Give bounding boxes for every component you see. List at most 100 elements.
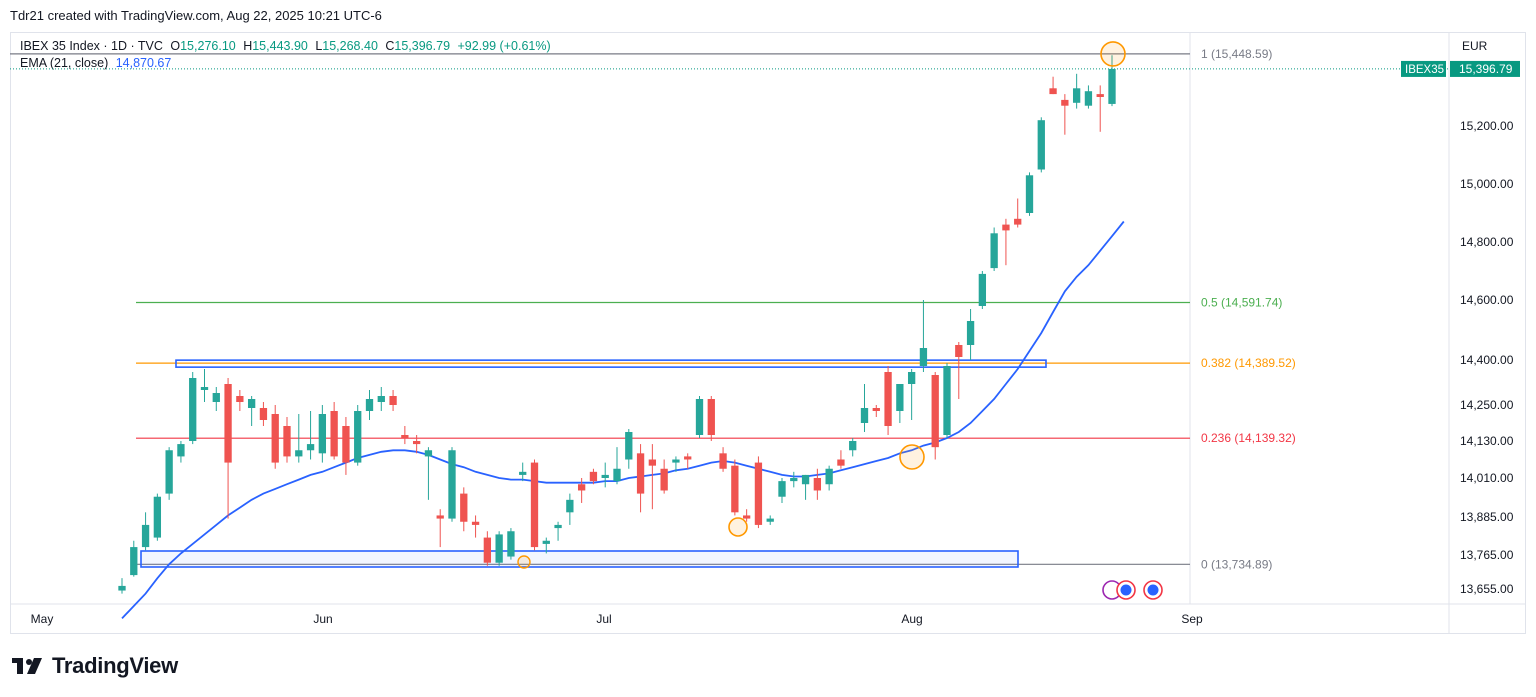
ema-row[interactable]: EMA (21, close) 14,870.67 [20,55,551,72]
candle-body [365,399,374,411]
fib-level-label: 0.236 (14,139.32) [1201,431,1296,445]
candle-body [695,399,704,435]
x-tick-label: May [31,612,54,626]
candle-body [613,468,621,482]
candle-body [978,273,987,306]
candle-body [1061,99,1069,106]
chart-frame [10,32,1526,634]
candle-body [907,372,916,384]
open-label: O [170,39,181,53]
y-tick-label: 14,010.00 [1460,471,1514,485]
candle-body [1072,88,1081,103]
y-tick-label: 15,200.00 [1460,119,1514,133]
ema-line [121,220,1125,620]
candle-body [707,399,715,435]
candle-body [872,408,880,411]
candle-body [931,375,939,448]
candle-body [1014,218,1022,225]
footer-brand: TradingView [12,653,178,679]
chart-caption: Tdr21 created with TradingView.com, Aug … [10,8,382,23]
candle-body [636,453,645,494]
candle-body [801,474,810,485]
candle-body [177,444,185,457]
high-value: 15,443.90 [252,39,308,53]
candle-body [813,478,822,491]
y-tick-label: 13,885.00 [1460,510,1514,524]
candle-body [283,426,291,457]
brand-name: TradingView [52,653,178,678]
chart-legend: IBEX 35 Index · 1D · TVC O15,276.10 H15,… [20,38,551,72]
candle-body [790,478,798,482]
y-tick-label: 14,250.00 [1460,398,1514,412]
candle-body [1108,68,1116,104]
event-icon-inner [1120,584,1132,596]
y-tick-label: 14,600.00 [1460,293,1514,307]
x-tick-label: Sep [1181,612,1203,626]
candle-body [424,450,433,457]
event-icon-inner [1106,584,1118,596]
candle-body [577,484,586,491]
y-tick-label: 13,655.00 [1460,582,1514,596]
candle-body [495,534,503,563]
candle-body [530,462,539,548]
candle-body [377,396,385,402]
price-badge-value: 15,396.79 [1459,62,1513,76]
y-tick-label: 15,000.00 [1460,177,1514,191]
candle-body [436,515,444,519]
candle-body [471,521,480,525]
candle-body [354,411,362,463]
candle-body [259,408,268,420]
candle-body [660,468,668,491]
y-tick-label: 13,765.00 [1460,548,1514,562]
candle-body [212,393,220,402]
candle-body [236,396,244,402]
x-tick-label: Jul [596,612,611,626]
currency-label[interactable]: EUR [1462,39,1488,53]
candle-body [966,321,975,345]
candle-body [295,450,303,457]
candle-body [1084,91,1093,106]
candle-body [990,233,998,269]
y-tick-label: 14,130.00 [1460,434,1514,448]
symbol-row[interactable]: IBEX 35 Index · 1D · TVC O15,276.10 H15,… [20,38,551,55]
x-tick-label: Jun [313,612,332,626]
y-tick-label: 14,800.00 [1460,235,1514,249]
low-label: L [315,39,323,53]
candle-body [401,435,409,438]
candle-body [837,459,845,466]
candle-body [943,366,951,435]
candle-body [1096,94,1104,97]
x-tick-label: Aug [901,612,922,626]
candle-body [1049,88,1057,95]
candle-body [507,531,515,557]
open-value: 15,276.10 [180,39,236,53]
candle-body [766,518,774,522]
candle-body [247,399,256,408]
candle-body [955,345,963,357]
candle-body [542,540,550,544]
symbol-label: IBEX 35 Index · 1D · TVC [20,39,163,53]
candle-body [389,396,397,405]
close-value: 15,396.79 [394,39,451,53]
candle-body [719,453,727,469]
candle-body [306,444,315,451]
fib-level-label: 0.5 (14,591.74) [1201,295,1282,309]
candle-body [271,414,279,463]
candle-body [742,515,751,519]
july-low-circle [728,517,748,537]
support-rectangle [140,550,1019,568]
candle-body [625,432,633,460]
candle-body [153,496,162,538]
candle-body [754,462,763,525]
candle-body [318,414,327,454]
candle-body [165,450,173,494]
fib-level-label: 0 (13,734.89) [1201,557,1272,571]
high-circle [1100,41,1126,67]
candle-body [412,441,421,445]
price-badge-symbol-bg [1401,60,1446,77]
candle-body [589,471,598,482]
candle-body [189,378,197,441]
candle-body [1025,175,1034,213]
candle-body [825,468,833,485]
